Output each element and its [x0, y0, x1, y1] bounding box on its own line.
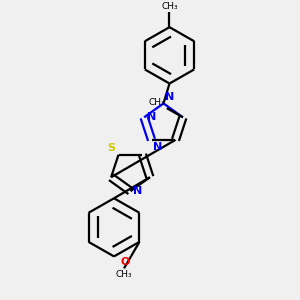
Text: N: N: [147, 112, 156, 122]
Text: S: S: [107, 143, 116, 153]
Text: N: N: [153, 142, 163, 152]
Text: CH₃: CH₃: [161, 2, 178, 10]
Text: CH₃: CH₃: [116, 269, 132, 278]
Text: N: N: [134, 186, 143, 196]
Text: CH₃: CH₃: [149, 98, 166, 107]
Text: N: N: [165, 92, 174, 102]
Text: O: O: [121, 257, 130, 267]
